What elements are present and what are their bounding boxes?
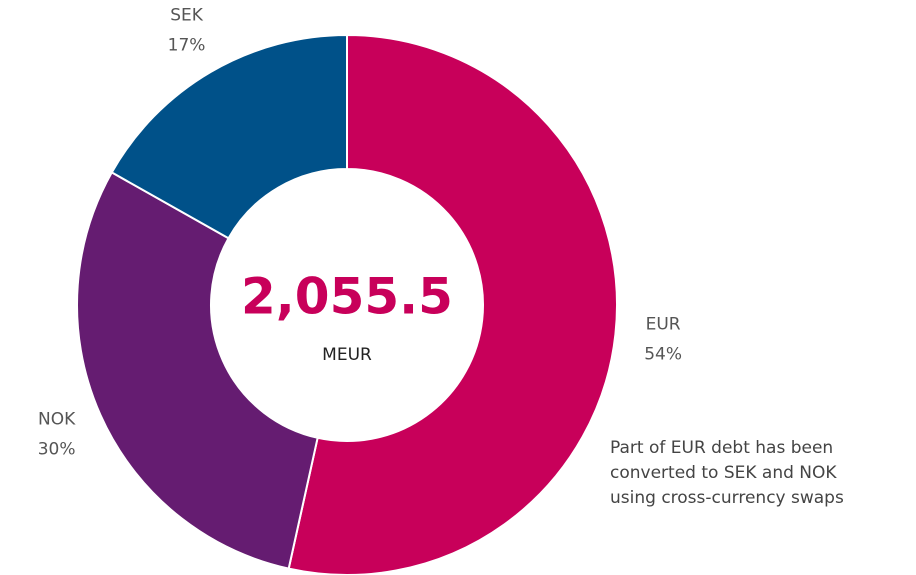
- slice-label: EUR: [646, 315, 681, 335]
- slice-value-label: 17%: [168, 35, 206, 55]
- slice-label: NOK: [38, 410, 76, 430]
- donut-slice: [76, 171, 319, 570]
- annotation: using cross-currency swaps: [610, 488, 844, 508]
- slice-label: SEK: [170, 5, 204, 25]
- annotation: Part of EUR debt has been: [610, 438, 833, 458]
- slice-value-label: 30%: [38, 440, 76, 460]
- center-value: 2,055.5: [241, 268, 453, 326]
- donut-slice: [287, 33, 618, 575]
- slice-value-label: 54%: [644, 345, 682, 365]
- center-unit: MEUR: [322, 345, 372, 365]
- donut-slice: [110, 33, 348, 240]
- annotation: converted to SEK and NOK: [610, 463, 837, 483]
